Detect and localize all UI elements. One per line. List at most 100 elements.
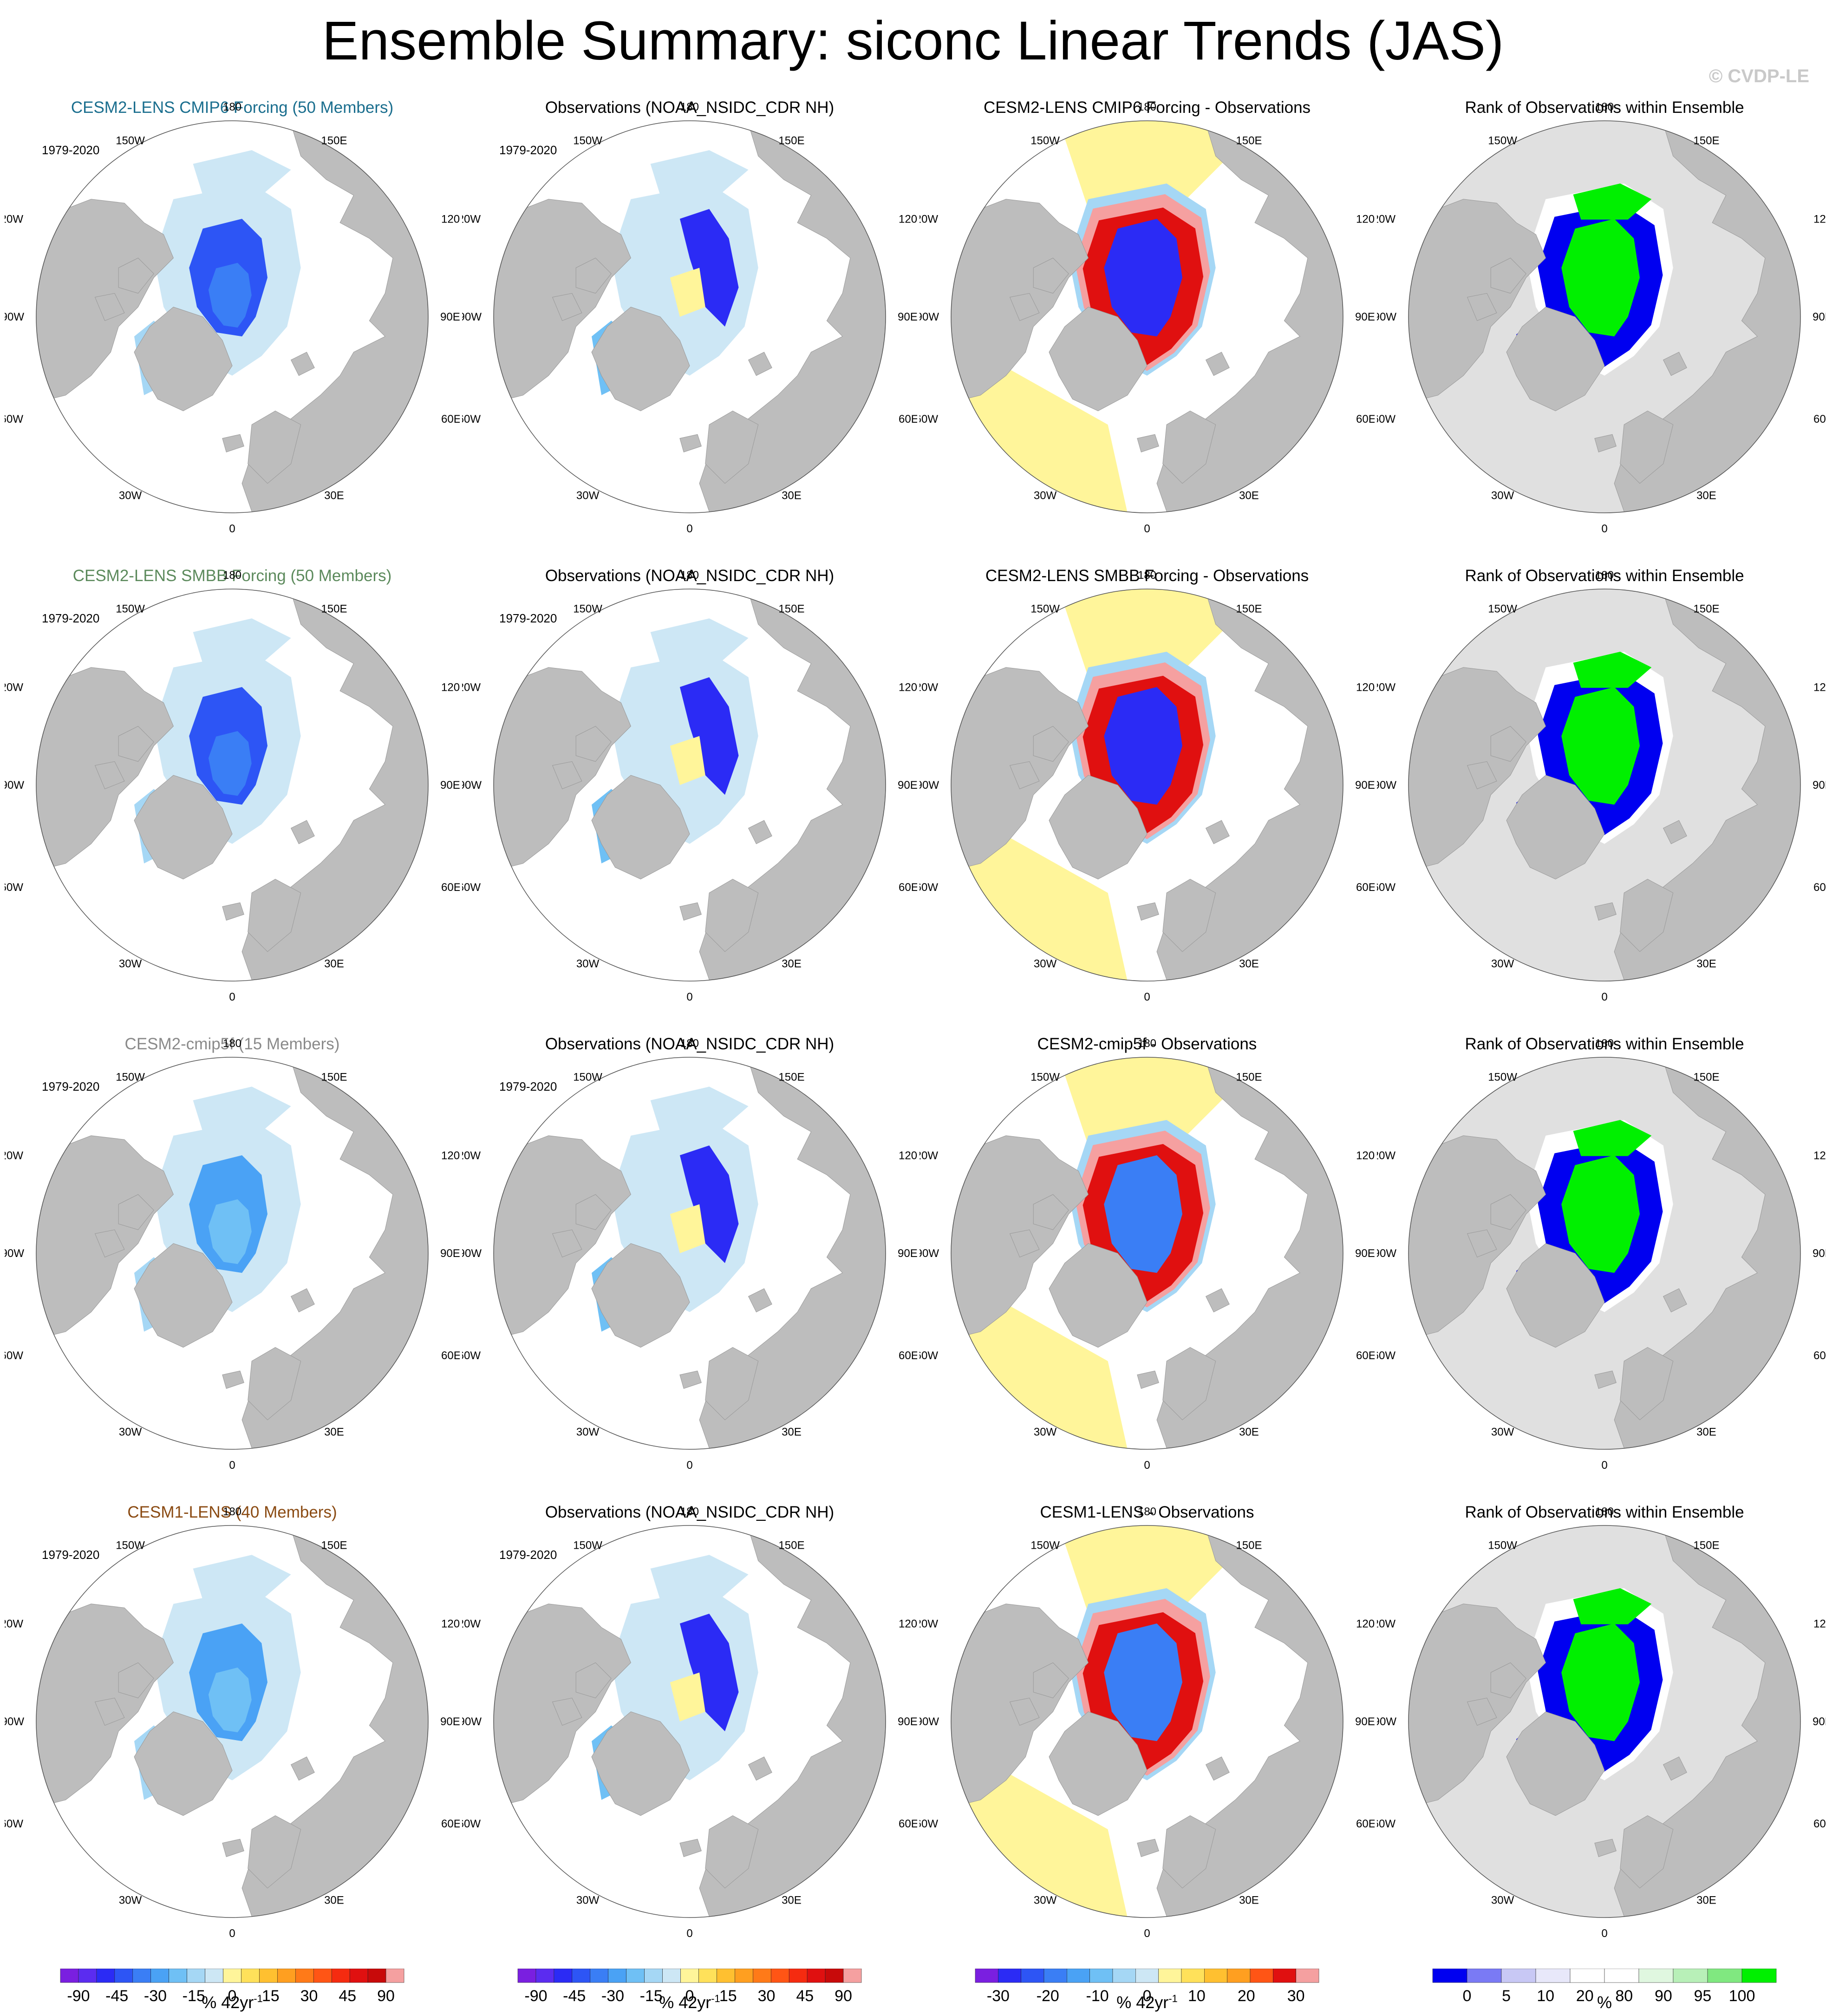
land-mass: [1620, 411, 1674, 484]
land-mass: [1594, 1839, 1617, 1857]
longitude-label: 90E: [1813, 1247, 1826, 1260]
colorbar-swatch: [735, 1969, 753, 1983]
colorbar-swatch: [975, 1969, 998, 1983]
longitude-label: 120E: [899, 1617, 917, 1630]
colorbar-tick-label: 30: [758, 1987, 776, 2005]
panel-title-rank: Rank of Observations within Ensemble: [1465, 567, 1744, 585]
land-mass: [1490, 257, 1526, 294]
colorbar-swatch: [187, 1969, 205, 1983]
period-label: 1979-2020: [42, 143, 100, 157]
longitude-label: 150W: [1030, 603, 1060, 615]
colorbar-tick-label: 90: [835, 1987, 852, 2005]
land-mass: [748, 352, 772, 376]
longitude-label: 120E: [441, 1617, 460, 1630]
ice-trend-bering: [193, 1555, 291, 1600]
map-field: [951, 1525, 1343, 1918]
ice-trend-bering: [650, 1087, 749, 1132]
longitude-label: 30W: [1034, 957, 1057, 970]
map-border: [36, 1525, 429, 1918]
land-mass: [222, 902, 244, 921]
colorbar-tick-label: 45: [796, 1987, 814, 2005]
colorbar-swatch: [1467, 1969, 1502, 1983]
panel-title-diff: CESM2-cmip5f - Observations: [1037, 1035, 1257, 1053]
land-mass: [575, 257, 612, 294]
land-mass: [1137, 1370, 1159, 1389]
longitude-label: 60W: [5, 1818, 23, 1830]
colorbar-swatch: [535, 1969, 554, 1983]
land-mass: [248, 1815, 301, 1889]
land-mass: [748, 1288, 772, 1313]
longitude-label: 0: [1144, 991, 1150, 1003]
longitude-label: 60E: [1813, 1349, 1826, 1362]
colorbar-tick-label: 45: [339, 1987, 356, 2005]
land-mass: [1594, 902, 1617, 921]
ice-trend-bering: [650, 618, 749, 664]
ice-trend-center: [670, 736, 705, 785]
map-border: [493, 589, 886, 982]
longitude-label: 90W: [5, 1715, 24, 1728]
longitude-label: 150W: [1488, 1539, 1517, 1552]
longitude-label: 60E: [899, 881, 917, 894]
ice-trend-core: [679, 677, 739, 795]
colorbar-tick-label: 90: [377, 1987, 395, 2005]
longitude-label: 90E: [898, 779, 917, 792]
map-field: [494, 1057, 886, 1449]
longitude-label: 150W: [573, 603, 602, 615]
longitude-label: 30W: [576, 489, 600, 502]
longitude-label: 30E: [324, 957, 344, 970]
ice-trend-inner: [208, 1199, 252, 1264]
longitude-label: 120E: [441, 681, 460, 694]
longitude-label: 180: [1138, 1507, 1156, 1518]
longitude-label: 30E: [1239, 1894, 1259, 1906]
longitude-label: 150E: [321, 1539, 347, 1552]
colorbar-tick-label: 80: [1615, 1987, 1633, 2005]
land-mass: [1506, 307, 1605, 412]
longitude-label: 150W: [573, 1539, 602, 1552]
longitude-label: 60W: [1377, 413, 1396, 425]
period-label: 1979-2020: [499, 143, 557, 157]
land-mass: [1009, 1697, 1040, 1726]
longitude-label: 90E: [1355, 1715, 1375, 1728]
longitude-label: 150W: [116, 603, 145, 615]
ice-trend-center: [670, 1204, 705, 1253]
land-mass: [248, 879, 301, 952]
colorbar-swatch: [349, 1969, 368, 1983]
land-mass: [679, 434, 702, 452]
longitude-label: 180: [223, 1507, 241, 1518]
land-mass: [1033, 1662, 1069, 1698]
colorbar-swatch: [367, 1969, 386, 1983]
rank-bering: [1573, 1588, 1652, 1624]
land-mass: [1467, 293, 1497, 321]
longitude-label: 30E: [1696, 957, 1716, 970]
land-mass: [1033, 257, 1069, 294]
longitude-label: 180: [1595, 102, 1614, 113]
longitude-label: 0: [229, 523, 235, 535]
colorbar-swatch: [1067, 1969, 1090, 1983]
diff-core: [1104, 1155, 1182, 1273]
map-border: [36, 589, 429, 982]
longitude-label: 120E: [899, 681, 917, 694]
map-field: [951, 1057, 1343, 1449]
panel-title-obs: Observations (NOAA_NSIDC_CDR NH): [545, 1035, 835, 1053]
longitude-label: 60E: [1813, 881, 1826, 894]
rank-bering: [1573, 652, 1652, 688]
longitude-label: 90W: [920, 779, 939, 792]
land-mass: [94, 293, 125, 321]
land-mass: [1205, 1288, 1230, 1313]
ice-trend-core: [679, 209, 739, 327]
colorbar-swatch: [313, 1969, 332, 1983]
land-mass: [1490, 1194, 1526, 1230]
longitude-label: 30E: [1696, 489, 1716, 502]
panel-title-obs: Observations (NOAA_NSIDC_CDR NH): [545, 567, 835, 585]
rank-high: [1561, 1623, 1640, 1741]
longitude-label: 60W: [462, 881, 481, 894]
longitude-label: 180: [680, 570, 699, 582]
